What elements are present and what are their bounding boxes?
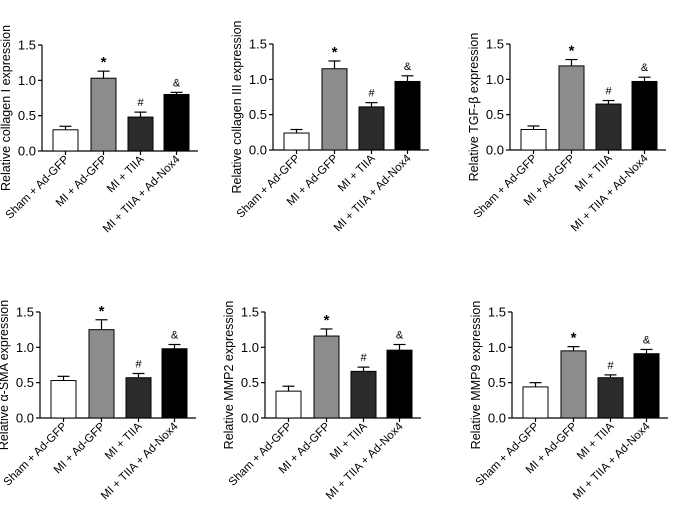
significance-marker: * — [332, 44, 338, 61]
bar-4 — [163, 93, 190, 152]
significance-marker: & — [396, 330, 404, 342]
significance-marker: * — [101, 54, 107, 71]
y-tick-label: 0.0 — [18, 144, 36, 159]
y-tick-label: 1.0 — [16, 340, 34, 355]
x-tick-label: Sham + Ad-GFP — [4, 153, 72, 221]
y-axis-label: Relative TGF-β expression — [467, 33, 481, 182]
y-tick-label: 0.5 — [16, 375, 34, 390]
bar-3 — [597, 377, 624, 419]
y-axis-label: Relative collagen I expression — [0, 25, 13, 191]
bar-2 — [321, 68, 348, 151]
y-tick-label: 0.0 — [241, 411, 259, 426]
chart-panel-5: 0.0 0.5 1.0 1.5 Relative MMP2 expressionSham… — [222, 301, 421, 502]
significance-marker: # — [135, 358, 142, 370]
y-axis-label: Relative collagen III expression — [230, 20, 244, 193]
significance-marker: & — [173, 77, 181, 89]
y-tick-label: 1.5 — [249, 37, 267, 52]
y-tick-label: 0.0 — [488, 411, 506, 426]
y-tick-label: 0.5 — [249, 107, 267, 122]
y-axis-label: Relative α-SMA expression — [0, 300, 11, 450]
bar-1 — [52, 129, 79, 152]
y-tick-label: 1.5 — [486, 37, 504, 52]
significance-marker: # — [368, 88, 375, 100]
chart-panel-4: 0.0 0.5 1.0 1.5 Relative α-SMA expressionSha… — [0, 300, 196, 502]
y-axis-label: Relative MMP2 expression — [222, 301, 236, 450]
y-tick-label: 1.0 — [249, 72, 267, 87]
x-tick-label: Sham + Ad-GFP — [474, 420, 542, 488]
bar-3 — [358, 106, 385, 151]
bar-3 — [127, 116, 154, 152]
y-axis-label: Relative MMP9 expression — [469, 301, 483, 450]
bar-3 — [595, 103, 622, 151]
significance-marker: * — [571, 330, 577, 347]
y-tick-label: 0.5 — [488, 375, 506, 390]
x-tick-label: Sham + Ad-GFP — [227, 420, 295, 488]
bar-4 — [161, 348, 188, 419]
bar-1 — [50, 380, 77, 419]
bar-4 — [394, 80, 421, 151]
significance-marker: # — [137, 97, 144, 109]
bar-1 — [520, 129, 547, 151]
significance-marker: & — [171, 330, 179, 342]
y-tick-label: 1.0 — [486, 72, 504, 87]
bar-1 — [522, 386, 549, 419]
bar-2 — [558, 65, 585, 151]
x-tick-label: Sham + Ad-GFP — [2, 420, 70, 488]
significance-marker: # — [605, 86, 612, 98]
significance-marker: # — [360, 352, 367, 364]
significance-marker: & — [404, 61, 412, 73]
significance-marker: * — [569, 43, 575, 60]
y-tick-label: 1.0 — [18, 73, 36, 88]
y-tick-label: 1.0 — [488, 340, 506, 355]
significance-marker: & — [643, 334, 651, 346]
x-tick-label: Sham + Ad-GFP — [472, 152, 540, 220]
significance-marker: # — [607, 360, 614, 372]
significance-marker: * — [324, 312, 330, 329]
bar-4 — [386, 349, 413, 419]
y-tick-label: 1.5 — [16, 305, 34, 320]
bar-2 — [560, 350, 587, 419]
y-tick-label: 1.5 — [488, 305, 506, 320]
y-tick-label: 1.5 — [241, 305, 259, 320]
y-tick-label: 1.0 — [241, 340, 259, 355]
bar-2 — [313, 335, 340, 419]
bar-2 — [88, 329, 115, 419]
y-tick-label: 0.0 — [249, 143, 267, 158]
bar-1 — [283, 132, 310, 151]
chart-panel-2: 0.0 0.5 1.0 1.5 Relative collagen III expres… — [230, 20, 429, 234]
significance-marker: & — [641, 62, 649, 74]
chart-panel-6: 0.0 0.5 1.0 1.5 Relative MMP9 expressionSham… — [469, 301, 668, 502]
chart-panel-3: 0.0 0.5 1.0 1.5 Relative TGF-β expressionSha… — [467, 33, 666, 234]
y-tick-label: 1.5 — [18, 38, 36, 53]
y-tick-label: 0.5 — [486, 107, 504, 122]
bar-4 — [631, 80, 658, 151]
bar-3 — [350, 370, 377, 419]
y-tick-label: 0.5 — [18, 108, 36, 123]
y-tick-label: 0.5 — [241, 375, 259, 390]
y-tick-label: 0.0 — [486, 143, 504, 158]
significance-marker: * — [99, 303, 105, 320]
bar-2 — [90, 77, 117, 152]
chart-panel-1: 0.0 0.5 1.0 1.5 Relative collagen I expressi… — [0, 25, 198, 235]
x-tick-label: Sham + Ad-GFP — [235, 152, 303, 220]
bar-1 — [275, 390, 302, 419]
bar-3 — [125, 377, 152, 419]
bar-4 — [633, 353, 660, 419]
y-tick-label: 0.0 — [16, 411, 34, 426]
